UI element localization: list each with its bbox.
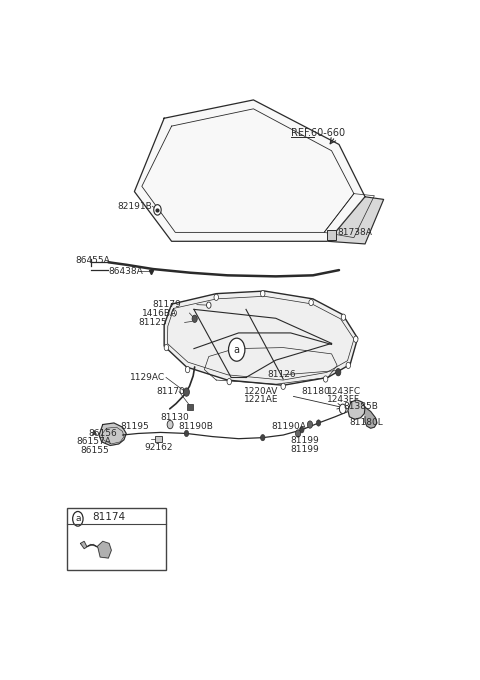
Circle shape — [296, 430, 300, 437]
Text: 81174: 81174 — [92, 512, 125, 522]
Circle shape — [192, 315, 197, 322]
Text: 81738A: 81738A — [337, 228, 372, 237]
Text: 81190B: 81190B — [178, 422, 213, 430]
Polygon shape — [348, 400, 365, 420]
Circle shape — [346, 362, 350, 369]
Text: 86438A: 86438A — [108, 267, 143, 275]
Circle shape — [339, 404, 346, 413]
Circle shape — [300, 426, 304, 433]
Circle shape — [341, 314, 346, 320]
Circle shape — [281, 384, 286, 390]
Circle shape — [227, 379, 231, 385]
Text: 81195: 81195 — [120, 422, 149, 430]
Text: 1243FC: 1243FC — [327, 387, 361, 396]
Text: 1129AC: 1129AC — [130, 373, 165, 382]
Circle shape — [172, 310, 177, 316]
Text: 81130: 81130 — [160, 413, 189, 422]
Text: 81180L: 81180L — [349, 418, 383, 428]
Text: 86156: 86156 — [88, 429, 117, 438]
FancyBboxPatch shape — [327, 230, 336, 240]
Circle shape — [206, 302, 211, 308]
Circle shape — [309, 299, 313, 306]
Circle shape — [353, 336, 358, 342]
Text: 86455A: 86455A — [75, 256, 109, 265]
Text: REF.60-660: REF.60-660 — [290, 128, 345, 138]
Text: a: a — [234, 345, 240, 355]
Text: 86157A: 86157A — [77, 437, 112, 446]
Circle shape — [154, 205, 161, 215]
Text: 81125: 81125 — [138, 318, 167, 327]
Text: 1416BA: 1416BA — [142, 309, 177, 318]
Circle shape — [261, 290, 265, 296]
Circle shape — [183, 388, 190, 396]
Text: 1221AE: 1221AE — [244, 395, 278, 404]
Circle shape — [184, 430, 189, 437]
Circle shape — [316, 420, 321, 426]
Text: 92162: 92162 — [145, 443, 173, 452]
FancyBboxPatch shape — [155, 436, 162, 442]
Text: 81126: 81126 — [267, 371, 296, 379]
Polygon shape — [134, 100, 365, 241]
Circle shape — [307, 421, 312, 428]
Text: 81385B: 81385B — [344, 402, 378, 411]
Circle shape — [167, 420, 173, 429]
Text: 81180: 81180 — [301, 387, 330, 396]
Circle shape — [164, 345, 168, 351]
Circle shape — [336, 369, 341, 376]
Text: 81199: 81199 — [290, 436, 319, 445]
Text: 86155: 86155 — [81, 445, 109, 455]
Polygon shape — [365, 407, 377, 428]
Circle shape — [228, 338, 245, 361]
Polygon shape — [99, 423, 126, 445]
Circle shape — [214, 294, 218, 301]
Polygon shape — [164, 291, 358, 386]
Circle shape — [72, 511, 83, 526]
Text: 81179: 81179 — [152, 300, 181, 309]
Text: 82191B: 82191B — [118, 202, 153, 211]
FancyBboxPatch shape — [67, 508, 167, 570]
Text: 1243FF: 1243FF — [327, 395, 360, 404]
Circle shape — [324, 376, 328, 382]
Polygon shape — [328, 197, 384, 244]
Text: 1220AV: 1220AV — [244, 387, 278, 396]
Text: a: a — [75, 514, 81, 524]
Text: 81170: 81170 — [156, 387, 185, 396]
Text: 81199: 81199 — [290, 445, 319, 454]
Circle shape — [261, 435, 265, 441]
Circle shape — [185, 367, 190, 373]
Polygon shape — [81, 541, 111, 558]
Text: 81190A: 81190A — [271, 422, 306, 430]
